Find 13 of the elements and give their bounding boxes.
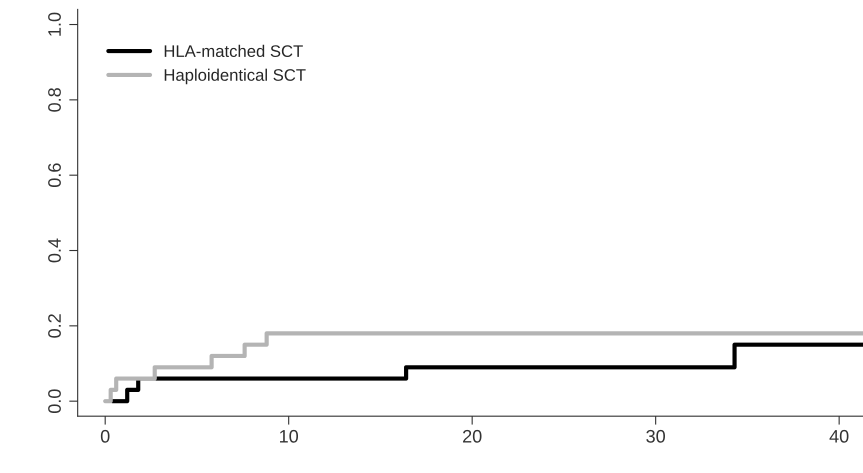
x-tick-label: 20: [463, 430, 482, 443]
x-tick-label: 30: [646, 430, 665, 443]
legend-label: Haploidentical SCT: [164, 68, 306, 84]
y-tick-label: 0.4: [48, 238, 61, 262]
x-tick-label: 40: [830, 430, 848, 443]
y-tick-label: 0.8: [48, 88, 61, 112]
legend-label: HLA-matched SCT: [164, 44, 303, 58]
y-tick-label: 0.0: [48, 389, 61, 414]
y-tick-label: 0.2: [48, 314, 61, 338]
y-tick-label: 1.0: [48, 12, 61, 36]
y-tick-label: 0.6: [48, 163, 61, 188]
x-tick-label: 10: [280, 430, 298, 443]
x-tick-label: 0: [100, 430, 110, 443]
